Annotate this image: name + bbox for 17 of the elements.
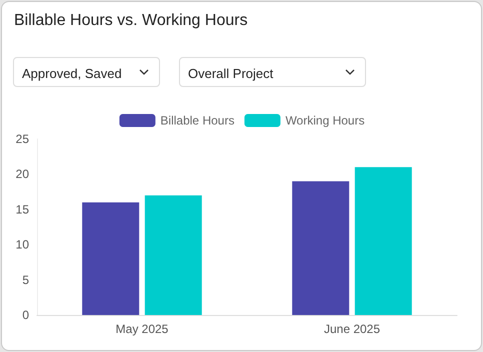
bar	[144, 195, 202, 315]
bar	[292, 181, 350, 315]
bar	[82, 202, 140, 315]
legend-label: Working Hours	[285, 114, 365, 128]
x-tick-label: May 2025	[116, 322, 169, 336]
y-tick-label: 5	[22, 272, 30, 287]
y-tick-label: 20	[16, 167, 30, 182]
y-tick-label: 15	[16, 202, 30, 216]
text: Overall Project	[188, 66, 274, 81]
text: Approved, Saved	[22, 66, 122, 81]
chart-title: Billable Hours vs. Working Hours	[14, 12, 248, 30]
y-tick-label: 0	[22, 308, 30, 322]
bar	[354, 167, 412, 315]
y-tick-label: 10	[16, 238, 30, 252]
legend-label: Billable Hours	[160, 114, 234, 128]
y-tick-label: 25	[16, 132, 30, 146]
x-tick-label: June 2025	[324, 322, 380, 336]
